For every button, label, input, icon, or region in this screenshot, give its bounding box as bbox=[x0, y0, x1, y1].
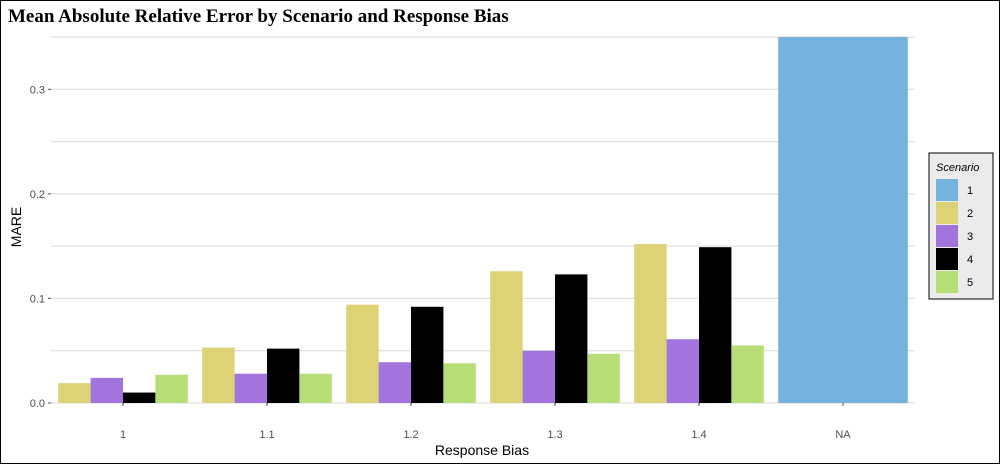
y-tick-label: 0.0 bbox=[30, 398, 45, 410]
bar-scenario-3 bbox=[666, 339, 699, 403]
legend-swatch-4 bbox=[936, 248, 958, 270]
bar-scenario-3 bbox=[378, 362, 411, 403]
bar-scenario-2 bbox=[202, 347, 235, 403]
bar-scenario-2 bbox=[58, 383, 91, 403]
bar-scenario-5 bbox=[299, 373, 332, 403]
legend-items: 1 2 3 4 5 bbox=[936, 179, 973, 293]
axis-layer: 0.0 0.1 0.2 0.3 1 1.1 1.2 1.3 1.4 NA bbox=[30, 84, 852, 441]
bar-scenario-4 bbox=[699, 247, 732, 403]
x-tick-label: 1 bbox=[120, 429, 126, 441]
y-axis-title: MARE bbox=[8, 207, 24, 247]
legend-swatch-3 bbox=[936, 225, 958, 247]
bar-scenario-3 bbox=[522, 350, 555, 403]
legend-swatch-5 bbox=[936, 271, 958, 293]
x-axis-title: Response Bias bbox=[435, 442, 529, 458]
legend-label-3: 3 bbox=[967, 231, 973, 243]
legend: Scenario 1 2 3 4 5 bbox=[928, 152, 994, 300]
bar-scenario-4 bbox=[267, 348, 300, 403]
bar-scenario-4 bbox=[123, 392, 156, 403]
legend-swatch-2 bbox=[936, 202, 958, 224]
x-tick-label: 1.4 bbox=[691, 429, 706, 441]
chart-title: Mean Absolute Relative Error by Scenario… bbox=[8, 6, 509, 27]
bar-scenario-5 bbox=[587, 353, 620, 403]
bar-layer bbox=[58, 37, 908, 403]
legend-label-2: 2 bbox=[967, 208, 973, 220]
legend-title: Scenario bbox=[936, 162, 979, 174]
x-tick-label: 1.3 bbox=[547, 429, 562, 441]
bar-scenario-3 bbox=[90, 377, 123, 403]
x-tick-label: NA bbox=[835, 429, 851, 441]
bar-scenario-1 bbox=[778, 37, 908, 403]
legend-label-1: 1 bbox=[967, 185, 973, 197]
bar-scenario-2 bbox=[634, 244, 667, 403]
y-tick-label: 0.3 bbox=[30, 84, 45, 96]
bar-scenario-5 bbox=[731, 345, 764, 403]
x-tick-label: 1.2 bbox=[403, 429, 418, 441]
bar-scenario-2 bbox=[346, 304, 379, 403]
x-tick-label: 1.1 bbox=[259, 429, 274, 441]
grid-layer bbox=[51, 36, 915, 404]
legend-swatch-1 bbox=[936, 179, 958, 201]
bar-scenario-4 bbox=[411, 306, 444, 403]
bar-scenario-5 bbox=[443, 363, 476, 403]
bar-scenario-4 bbox=[555, 274, 588, 403]
legend-label-5: 5 bbox=[967, 277, 973, 289]
bar-scenario-2 bbox=[490, 271, 523, 403]
bar-scenario-5 bbox=[155, 374, 188, 403]
bar-scenario-3 bbox=[234, 373, 267, 403]
y-tick-label: 0.2 bbox=[30, 189, 45, 201]
legend-label-4: 4 bbox=[967, 254, 973, 266]
y-tick-label: 0.1 bbox=[30, 293, 45, 305]
